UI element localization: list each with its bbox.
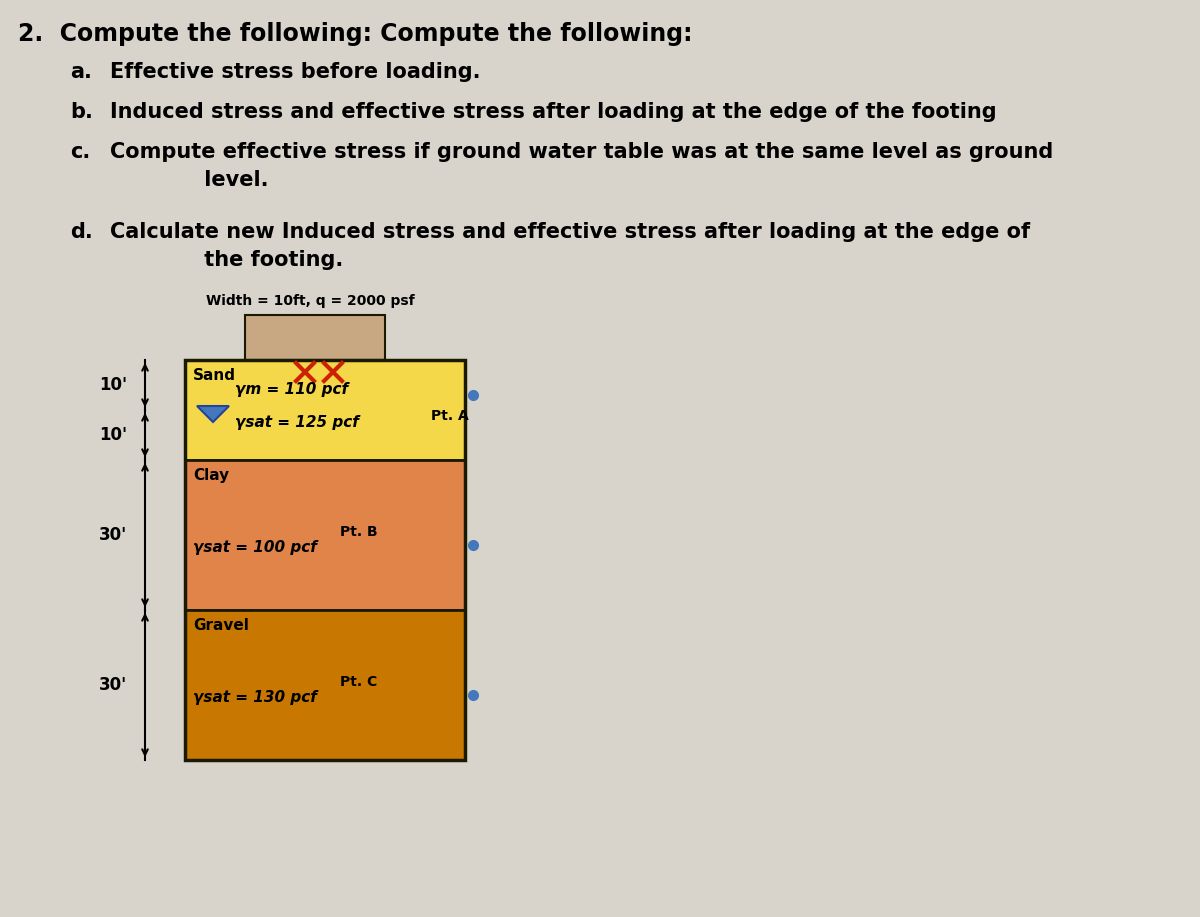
Text: Compute effective stress if ground water table was at the same level as ground
 : Compute effective stress if ground water… <box>110 142 1054 190</box>
Text: 10': 10' <box>98 376 127 394</box>
Text: 30': 30' <box>98 676 127 694</box>
Text: Clay: Clay <box>193 468 229 483</box>
Text: Sand: Sand <box>193 368 236 383</box>
Text: b.: b. <box>70 102 92 122</box>
Polygon shape <box>197 406 229 422</box>
Text: γsat = 125 pcf: γsat = 125 pcf <box>235 415 359 430</box>
Text: γsat = 130 pcf: γsat = 130 pcf <box>193 690 317 705</box>
Text: d.: d. <box>70 222 92 242</box>
Text: 2.  Compute the following: Compute the following:: 2. Compute the following: Compute the fo… <box>18 22 692 46</box>
Text: Calculate new Induced stress and effective stress after loading at the edge of
 : Calculate new Induced stress and effecti… <box>110 222 1030 270</box>
Bar <box>185 610 466 760</box>
Text: Width = 10ft, q = 2000 psf: Width = 10ft, q = 2000 psf <box>205 294 414 308</box>
Text: Induced stress and effective stress after loading at the edge of the footing: Induced stress and effective stress afte… <box>110 102 997 122</box>
Bar <box>185 360 466 460</box>
Text: Pt. C: Pt. C <box>340 675 377 689</box>
Text: a.: a. <box>70 62 92 82</box>
Text: γm = 110 pcf: γm = 110 pcf <box>235 382 348 397</box>
Text: Pt. B: Pt. B <box>340 525 378 539</box>
Text: γsat = 100 pcf: γsat = 100 pcf <box>193 540 317 555</box>
Bar <box>185 460 466 610</box>
Text: 10': 10' <box>98 426 127 444</box>
Bar <box>245 315 385 360</box>
Text: c.: c. <box>70 142 90 162</box>
Text: Gravel: Gravel <box>193 618 248 633</box>
Bar <box>185 360 466 760</box>
Text: 30': 30' <box>98 526 127 544</box>
Text: Pt. A: Pt. A <box>431 409 469 423</box>
Text: Effective stress before loading.: Effective stress before loading. <box>110 62 480 82</box>
